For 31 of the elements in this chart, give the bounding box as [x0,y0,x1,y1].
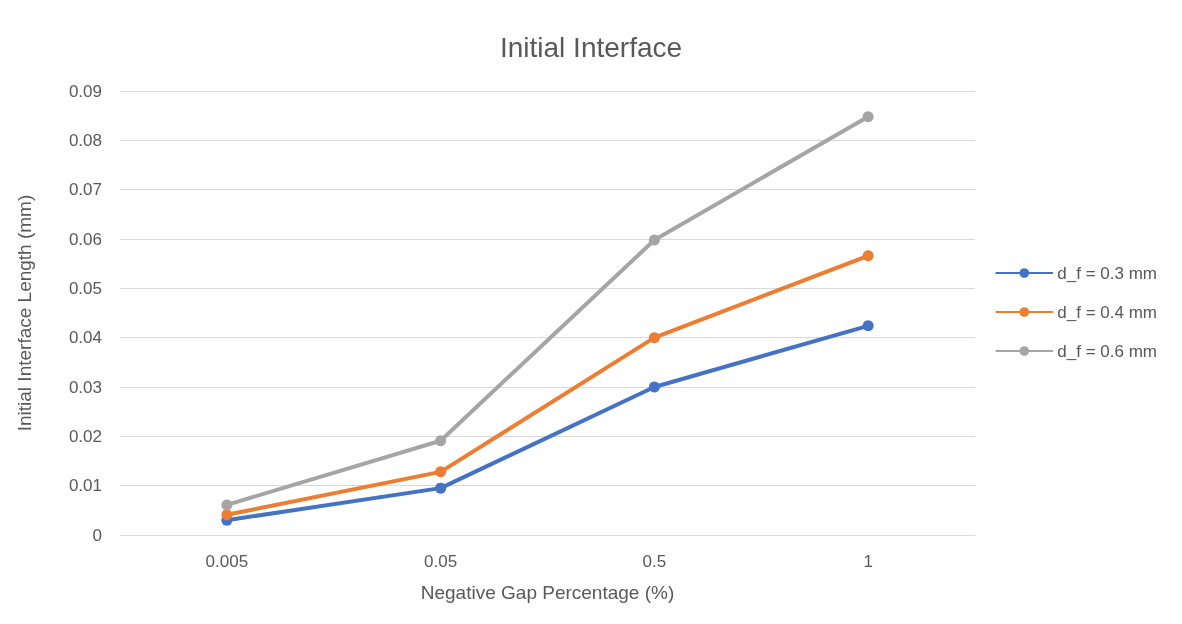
point [435,482,447,494]
y-tick-label: 0.02 [68,426,102,446]
legend-label: d_f = 0.3 mm [1057,263,1157,283]
point [435,466,447,478]
point [435,435,447,447]
x-tick-label: 1 [863,552,873,571]
point [221,499,233,511]
y-tick-label: 0.04 [68,328,102,348]
y-tick-label: 0.06 [68,229,102,249]
x-axis-title: Negative Gap Percentage (%) [420,582,675,603]
y-tick-label: 0.09 [68,81,102,101]
y-axis-title: Initial Interface Length (mm) [14,194,35,432]
x-tick-label: 0.05 [424,552,458,571]
y-tick-label: 0 [92,525,102,545]
point [862,111,874,123]
legend-label: d_f = 0.6 mm [1057,341,1157,361]
point [648,332,660,344]
y-tick-label: 0.08 [68,130,102,150]
x-tick-label: 0.5 [642,552,667,571]
y-tick-label: 0.07 [68,180,102,200]
point [862,250,874,262]
point [221,509,233,521]
y-tick-label: 0.01 [68,476,102,496]
point [648,234,660,246]
point [648,381,660,393]
chart-title: Initial Interface [499,31,683,63]
legend-label: d_f = 0.4 mm [1057,302,1157,322]
point [862,320,874,332]
x-tick-label: 0.005 [205,552,249,571]
y-tick-label: 0.03 [68,377,102,397]
y-tick-label: 0.05 [68,278,102,298]
